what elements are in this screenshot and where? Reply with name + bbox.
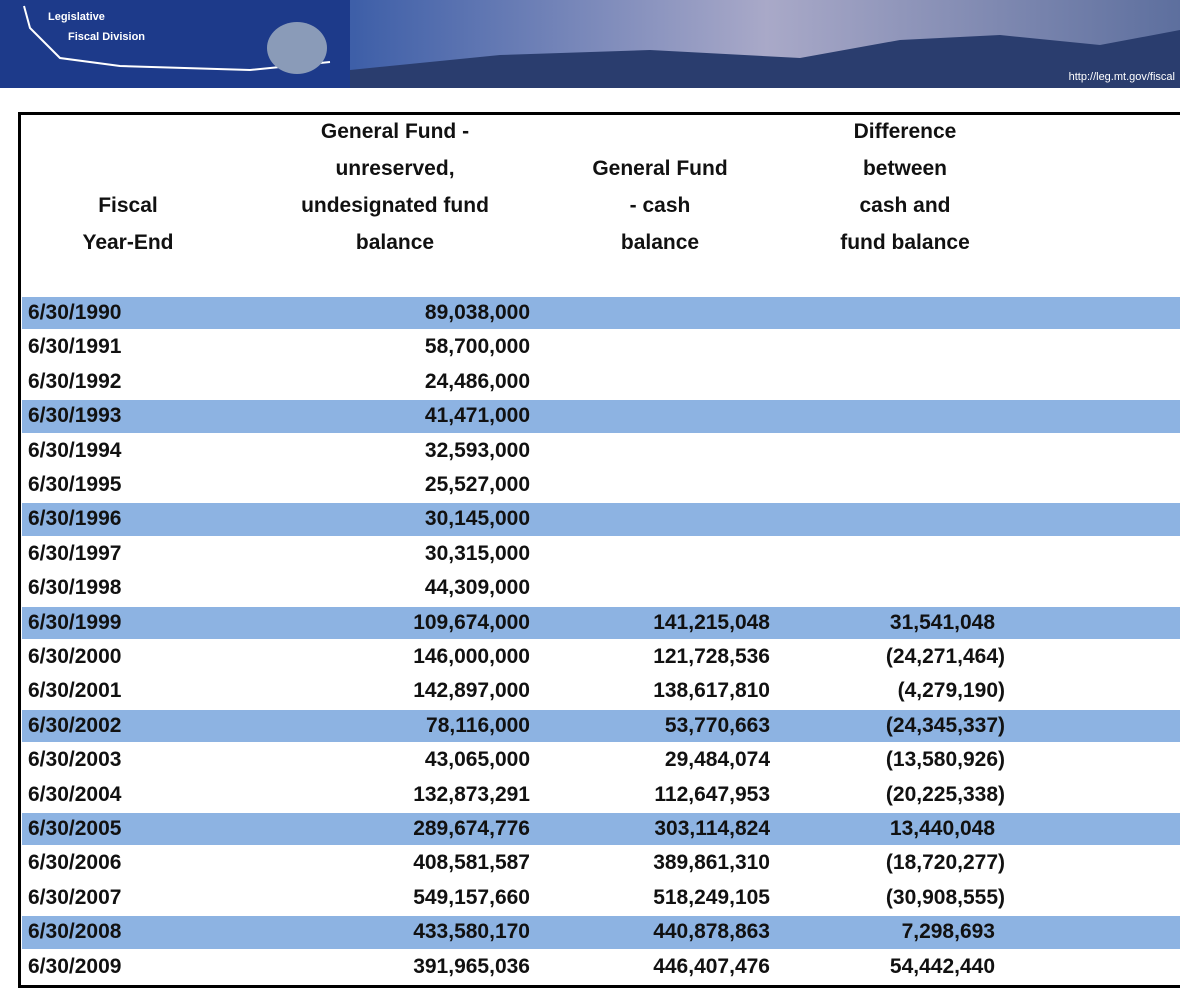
number-cell: 391,965,036 bbox=[413, 952, 530, 982]
org-name: Fiscal Division bbox=[68, 31, 145, 43]
row-band bbox=[22, 400, 1180, 432]
number-cell: (18,720,277) bbox=[886, 848, 1005, 878]
number-cell: 32,593,000 bbox=[425, 436, 530, 466]
number-cell: 44,309,000 bbox=[425, 573, 530, 603]
number-cell: 549,157,660 bbox=[413, 883, 530, 913]
date-cell: 6/30/1996 bbox=[28, 504, 121, 534]
date-cell: 6/30/1995 bbox=[28, 470, 121, 500]
number-cell: (24,271,464) bbox=[886, 642, 1005, 672]
number-cell: (30,908,555) bbox=[886, 883, 1005, 913]
table-top-border bbox=[20, 112, 1180, 115]
header-text: Fiscal bbox=[0, 191, 278, 221]
number-cell: 7,298,693 bbox=[902, 917, 995, 947]
number-cell: 25,527,000 bbox=[425, 470, 530, 500]
row-band bbox=[22, 297, 1180, 329]
number-cell: (13,580,926) bbox=[886, 745, 1005, 775]
date-cell: 6/30/2006 bbox=[28, 848, 121, 878]
number-cell: 78,116,000 bbox=[426, 711, 530, 741]
page: Legislative Fiscal Division http://leg.m… bbox=[0, 0, 1180, 992]
number-cell: (20,225,338) bbox=[886, 780, 1005, 810]
org-name: Legislative bbox=[48, 11, 105, 23]
row-band bbox=[22, 916, 1180, 948]
number-cell: 142,897,000 bbox=[413, 676, 530, 706]
date-cell: 6/30/1994 bbox=[28, 436, 121, 466]
number-cell: 138,617,810 bbox=[653, 676, 770, 706]
date-cell: 6/30/1991 bbox=[28, 332, 121, 362]
number-cell: 440,878,863 bbox=[653, 917, 770, 947]
date-cell: 6/30/1992 bbox=[28, 367, 121, 397]
header-text: balance bbox=[245, 228, 545, 258]
number-cell: 141,215,048 bbox=[653, 608, 770, 638]
date-cell: 6/30/1997 bbox=[28, 539, 121, 569]
number-cell: 41,471,000 bbox=[425, 401, 530, 431]
number-cell: 408,581,587 bbox=[413, 848, 530, 878]
header-text: undesignated fund bbox=[245, 191, 545, 221]
date-cell: 6/30/2000 bbox=[28, 642, 121, 672]
row-band bbox=[22, 607, 1180, 639]
date-cell: 6/30/2008 bbox=[28, 917, 121, 947]
number-cell: (4,279,190) bbox=[898, 676, 1005, 706]
number-cell: (24,345,337) bbox=[886, 711, 1005, 741]
number-cell: 31,541,048 bbox=[890, 608, 995, 638]
number-cell: 43,065,000 bbox=[425, 745, 530, 775]
date-cell: 6/30/2005 bbox=[28, 814, 121, 844]
number-cell: 13,440,048 bbox=[890, 814, 995, 844]
row-band bbox=[22, 503, 1180, 535]
number-cell: 518,249,105 bbox=[653, 883, 770, 913]
number-cell: 30,145,000 bbox=[425, 504, 530, 534]
table-bottom-border bbox=[18, 985, 1180, 988]
date-cell: 6/30/1990 bbox=[28, 298, 121, 328]
header-text: Difference bbox=[755, 117, 1055, 147]
banner: Legislative Fiscal Division http://leg.m… bbox=[0, 0, 1180, 90]
number-cell: 112,647,953 bbox=[654, 780, 770, 810]
date-cell: 6/30/2004 bbox=[28, 780, 121, 810]
number-cell: 53,770,663 bbox=[665, 711, 770, 741]
row-band bbox=[22, 710, 1180, 742]
row-band bbox=[22, 813, 1180, 845]
number-cell: 89,038,000 bbox=[425, 298, 530, 328]
header-text: cash and bbox=[755, 191, 1055, 221]
header-text: unreserved, bbox=[245, 154, 545, 184]
date-cell: 6/30/2007 bbox=[28, 883, 121, 913]
date-cell: 6/30/1999 bbox=[28, 608, 121, 638]
number-cell: 389,861,310 bbox=[653, 848, 770, 878]
number-cell: 146,000,000 bbox=[413, 642, 530, 672]
date-cell: 6/30/2003 bbox=[28, 745, 121, 775]
date-cell: 6/30/2009 bbox=[28, 952, 121, 982]
number-cell: 58,700,000 bbox=[425, 332, 530, 362]
number-cell: 30,315,000 bbox=[425, 539, 530, 569]
number-cell: 446,407,476 bbox=[653, 952, 770, 982]
number-cell: 29,484,074 bbox=[665, 745, 770, 775]
capitol-seal bbox=[267, 22, 327, 74]
date-cell: 6/30/1998 bbox=[28, 573, 121, 603]
number-cell: 132,873,291 bbox=[413, 780, 530, 810]
url: http://leg.mt.gov/fiscal bbox=[1069, 71, 1175, 83]
number-cell: 121,728,536 bbox=[653, 642, 770, 672]
number-cell: 289,674,776 bbox=[413, 814, 530, 844]
number-cell: 303,114,824 bbox=[654, 814, 770, 844]
date-cell: 6/30/2001 bbox=[28, 676, 121, 706]
number-cell: 24,486,000 bbox=[425, 367, 530, 397]
date-cell: 6/30/1993 bbox=[28, 401, 121, 431]
number-cell: 54,442,440 bbox=[890, 952, 995, 982]
header-text: between bbox=[755, 154, 1055, 184]
header-text: fund balance bbox=[755, 228, 1055, 258]
number-cell: 109,674,000 bbox=[413, 608, 530, 638]
header-text: Year-End bbox=[0, 228, 278, 258]
date-cell: 6/30/2002 bbox=[28, 711, 121, 741]
header-text: General Fund - bbox=[245, 117, 545, 147]
number-cell: 433,580,170 bbox=[413, 917, 530, 947]
